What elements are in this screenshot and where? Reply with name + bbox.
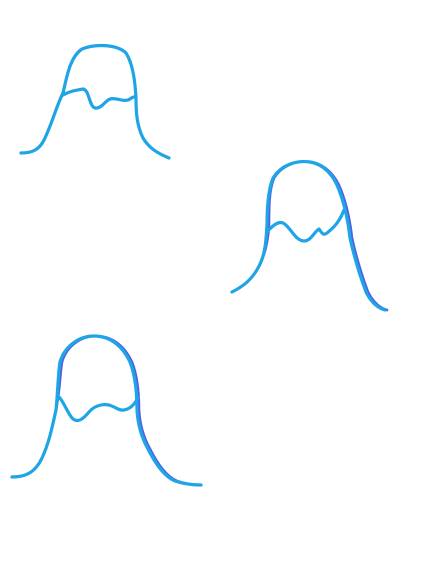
hair-sketch-top-left <box>19 43 171 160</box>
bangs-line <box>56 394 140 423</box>
hair-outline <box>19 43 171 160</box>
hair-sketch-bottom-left <box>10 334 203 487</box>
bangs-line <box>61 87 138 110</box>
hair-sketch-middle-right <box>230 159 389 312</box>
hair-outline <box>10 334 203 487</box>
bangs-line <box>265 208 346 243</box>
hair-outline <box>230 159 387 312</box>
